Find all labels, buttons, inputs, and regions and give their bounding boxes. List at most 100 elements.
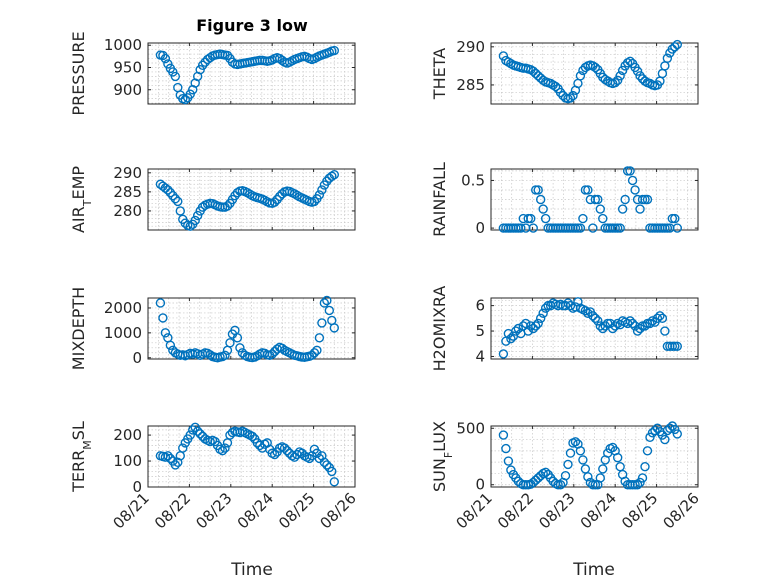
data-point [630,480,640,490]
data-point [225,338,235,348]
data-point [516,223,526,233]
data-point [583,472,593,482]
data-point [282,445,292,456]
data-point [670,341,680,351]
y-tick-label: 285 [113,183,142,201]
x-axis-label-right: Time [572,560,615,580]
data-point [513,323,524,334]
data-point [575,71,586,81]
data-point [630,185,640,195]
y-tick-label: 280 [113,202,142,220]
data-point [660,61,670,71]
data-point [540,467,551,478]
data-point [235,343,245,353]
data-point [645,318,655,329]
data-point [511,223,521,233]
data-point [580,306,591,316]
x-tick-label: 08/25 [618,489,661,532]
data-point [170,71,181,82]
data-point [195,429,205,439]
data-point [158,313,168,323]
data-point [655,311,665,321]
data-point [535,313,546,324]
data-point [610,223,620,233]
data-point [598,323,608,334]
data-point [672,223,682,233]
x-tick-label: 08/25 [275,489,318,532]
data-point [538,308,548,318]
data-point [635,204,645,214]
data-point [672,39,682,50]
data-point [645,432,655,442]
y-axis-label: TERRMSL [69,421,94,493]
data-point [506,465,516,475]
data-point [642,194,653,205]
data-point [329,477,339,487]
data-point [593,316,603,326]
y-axis-label: PRESSURE [69,31,88,115]
data-point [595,204,605,214]
data-point [617,65,628,76]
data-point [329,323,339,333]
axes-box [490,42,699,105]
data-point [178,443,188,453]
data-point [173,82,183,93]
data-point [657,313,668,324]
data-point [501,443,511,454]
data-point [267,349,277,359]
figure-title: Figure 3 low [196,16,308,35]
y-tick-label: 0 [475,476,485,494]
data-point [620,194,630,205]
data-point [168,190,178,201]
data-point [533,185,543,195]
data-point [578,455,588,465]
data-point [540,303,551,313]
y-tick-label: 100 [113,452,142,470]
data-point [317,185,327,195]
data-point [608,323,618,334]
data-point [590,194,601,205]
data-point [617,204,628,214]
data-point [168,67,178,77]
data-point [550,81,561,92]
data-point [272,194,282,205]
data-point [580,464,591,474]
data-point [610,321,620,331]
data-point [185,430,195,440]
subplot-mixdepth: 0 1000 2000 MIXDEPTH [69,287,356,370]
data-point [232,333,243,343]
data-point [523,213,533,224]
subplot-h2omixra: 4 5 6 H2OMIXRA [430,286,699,371]
data-point [553,480,563,490]
data-point [640,321,650,331]
data-point [667,213,678,224]
data-point [662,223,673,233]
data-point [185,221,195,231]
y-tick-label: 900 [113,81,142,99]
data-point [163,185,173,195]
data-point [632,326,643,336]
data-point [563,298,573,308]
data-point [615,461,625,472]
data-point [573,223,583,233]
data-point [160,328,171,338]
data-point [217,445,228,456]
data-point [180,94,190,105]
data-point [170,460,181,470]
data-point [588,223,598,233]
y-tick-label: 950 [113,58,142,76]
axes-box [147,425,356,488]
data-point [670,424,680,435]
data-point [526,213,536,224]
data-point [640,194,650,205]
data-point [531,185,541,195]
axes-box [147,42,356,105]
data-point [314,190,325,200]
data-point [220,350,230,360]
data-point [595,473,605,483]
y-tick-label: 0 [475,219,485,237]
data-point [570,223,581,233]
